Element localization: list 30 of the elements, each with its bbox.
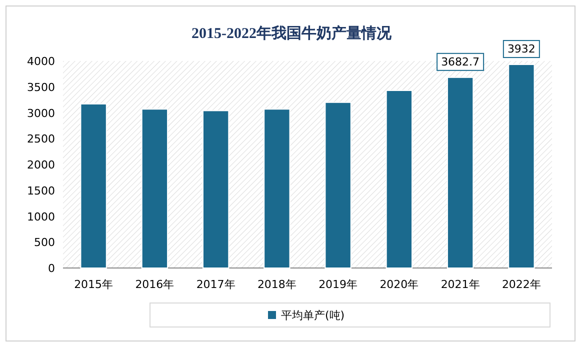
y-tick-label: 4000: [27, 55, 55, 68]
y-tick-label: 1500: [27, 184, 55, 198]
bar: [386, 90, 413, 268]
y-tick-label: 2500: [27, 132, 55, 146]
bar: [508, 64, 535, 268]
x-tick-label: 2021年: [440, 278, 480, 291]
y-tick-label: 3500: [27, 80, 55, 94]
y-tick-label: 1000: [27, 210, 55, 224]
x-tick-label: 2015年: [74, 278, 114, 291]
x-tick-label: 2016年: [135, 278, 174, 291]
x-tick-label: 2019年: [318, 278, 358, 291]
bar: [264, 108, 290, 268]
y-tick-label: 2000: [27, 158, 55, 172]
bar: [141, 108, 168, 268]
y-tick-label: 500: [34, 236, 55, 250]
legend-label: 平均单产(吨): [281, 309, 345, 322]
chart-title: 2015-2022年我国牛奶产量情况: [192, 25, 392, 42]
data-label: 3932: [507, 42, 536, 56]
bar: [324, 102, 352, 268]
y-tick-label: 0: [48, 262, 55, 275]
legend: 平均单产(吨): [150, 302, 550, 328]
bar: [80, 103, 107, 268]
x-tick-label: 2022年: [502, 278, 541, 291]
x-tick-label: 2017年: [196, 278, 236, 291]
y-tick-label: 3000: [27, 106, 55, 120]
x-tick-label: 2018年: [257, 278, 296, 291]
bar: [202, 110, 230, 268]
x-tick-label: 2020年: [380, 278, 419, 291]
data-label: 3682.7: [441, 55, 480, 68]
bar: [446, 76, 474, 268]
